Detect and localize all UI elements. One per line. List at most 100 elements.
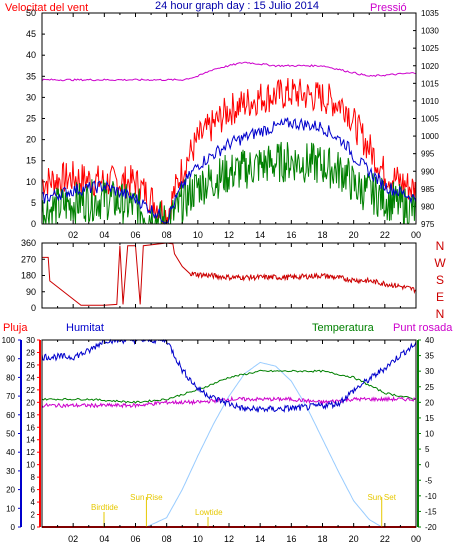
chart-title: 24 hour graph day : 15 Julio 2014 xyxy=(155,0,319,12)
rain-ytick-label: 8 xyxy=(31,473,36,482)
humidity-xtick-label: 22 xyxy=(380,534,390,544)
humidity-xtick-label: 08 xyxy=(162,534,172,544)
pressure-ytick-label: 1005 xyxy=(421,115,439,124)
humidity-xtick-label: 06 xyxy=(130,534,140,544)
rain-ytick-label: 18 xyxy=(26,411,35,420)
wind-gust-series xyxy=(41,77,417,225)
pressure-series xyxy=(41,61,417,82)
pressure-ytick-label: 995 xyxy=(421,150,435,159)
direction-series xyxy=(42,242,417,306)
temperature-ytick-label: 30 xyxy=(425,367,434,376)
pressure-ytick-label: 1020 xyxy=(421,62,439,71)
lowtide-label: Lowtide xyxy=(195,508,223,517)
rain-ytick-label: 28 xyxy=(26,348,35,357)
wind-ytick-label: 15 xyxy=(26,156,36,166)
rain-ytick-label: 2 xyxy=(31,511,36,520)
wind-ytick-label: 10 xyxy=(26,177,36,187)
temperature-axis-title: Temperatura xyxy=(312,322,375,334)
pressure-ytick-label: 985 xyxy=(421,185,435,194)
wind-xtick-label: 02 xyxy=(68,230,78,240)
humidity-ytick-label: 40 xyxy=(6,448,15,457)
pressure-ytick-label: 1010 xyxy=(421,97,439,106)
pressure-ytick-label: 975 xyxy=(421,220,435,229)
rain-ytick-label: 12 xyxy=(26,448,35,457)
rain-ytick-label: 26 xyxy=(26,361,35,370)
pressure-ytick-label: 990 xyxy=(421,167,435,176)
compass-letter-e: E xyxy=(436,290,444,304)
rain-ytick-label: 22 xyxy=(26,386,35,395)
wind-xtick-label: 06 xyxy=(130,230,140,240)
rain-ytick-label: 0 xyxy=(31,523,36,532)
pressure-axis-title: Pressió xyxy=(370,2,407,14)
wind-ytick-label: 25 xyxy=(26,114,36,124)
wind-xtick-label: 00 xyxy=(411,230,421,240)
wind-ytick-label: 5 xyxy=(31,198,36,208)
temperature-ytick-label: -10 xyxy=(425,492,437,501)
wind-ytick-label: 0 xyxy=(31,219,36,229)
temperature-ytick-label: 25 xyxy=(425,383,434,392)
humidity-ytick-label: 10 xyxy=(6,504,15,513)
temperature-ytick-label: -15 xyxy=(425,507,437,516)
compass-letter-n: N xyxy=(436,307,445,321)
humidity-xtick-label: 00 xyxy=(411,534,421,544)
wind-xtick-label: 14 xyxy=(255,230,265,240)
sun-set-label: Sun Set xyxy=(367,493,396,502)
temperature-ytick-label: 20 xyxy=(425,398,434,407)
temperature-ytick-label: 10 xyxy=(425,430,434,439)
solar-series xyxy=(146,361,382,528)
rain-ytick-label: 20 xyxy=(26,398,35,407)
rain-ytick-label: 14 xyxy=(26,436,35,445)
sun-rise-label: Sun Rise xyxy=(130,493,163,502)
compass-letter-w: W xyxy=(434,256,446,270)
humidity-xtick-label: 02 xyxy=(68,534,78,544)
wind-low-series xyxy=(41,141,417,225)
humidity-xtick-label: 18 xyxy=(317,534,327,544)
direction-ytick-label: 270 xyxy=(21,254,36,264)
humidity-axis-title: Humitat xyxy=(66,322,104,334)
humidity-xtick-label: 14 xyxy=(255,534,265,544)
wind-axis-title: Velocitat del vent xyxy=(5,2,88,14)
humidity-ytick-label: 0 xyxy=(11,523,16,532)
humidity-xtick-label: 12 xyxy=(224,534,234,544)
temperature-ytick-label: 35 xyxy=(425,352,434,361)
humidity-ytick-label: 60 xyxy=(6,411,15,420)
wind-xtick-label: 12 xyxy=(224,230,234,240)
wind-ytick-label: 40 xyxy=(26,50,36,60)
wind-xtick-label: 18 xyxy=(317,230,327,240)
wind-avg-series xyxy=(41,117,417,224)
humidity-ytick-label: 100 xyxy=(2,336,16,345)
wind-ytick-label: 50 xyxy=(26,8,36,18)
humidity-ytick-label: 20 xyxy=(6,486,15,495)
pressure-ytick-label: 1025 xyxy=(421,44,439,53)
temperature-series xyxy=(41,369,417,404)
wind-ytick-label: 30 xyxy=(26,92,36,102)
temperature-ytick-label: -20 xyxy=(425,523,437,532)
direction-ytick-label: 180 xyxy=(21,271,36,281)
compass-letter-s: S xyxy=(436,273,444,287)
temperature-ytick-label: 40 xyxy=(425,336,434,345)
wind-xtick-label: 10 xyxy=(193,230,203,240)
wind-xtick-label: 04 xyxy=(99,230,109,240)
humidity-xtick-label: 20 xyxy=(349,534,359,544)
dewpoint-series xyxy=(41,395,417,409)
wind-ytick-label: 35 xyxy=(26,71,36,81)
pressure-ytick-label: 1000 xyxy=(421,132,439,141)
direction-ytick-label: 0 xyxy=(31,303,36,313)
wind-ytick-label: 20 xyxy=(26,135,36,145)
pressure-ytick-label: 980 xyxy=(421,202,435,211)
humidity-xtick-label: 04 xyxy=(99,534,109,544)
humidity-xtick-label: 16 xyxy=(286,534,296,544)
direction-plot-frame xyxy=(41,242,417,309)
pressure-ytick-label: 1015 xyxy=(421,79,439,88)
temperature-ytick-label: -5 xyxy=(425,476,433,485)
rain-ytick-label: 6 xyxy=(31,486,36,495)
temperature-ytick-label: 5 xyxy=(425,445,430,454)
wind-xtick-label: 20 xyxy=(349,230,359,240)
direction-ytick-label: 90 xyxy=(26,287,36,297)
rain-ytick-label: 4 xyxy=(31,498,36,507)
humidity-ytick-label: 80 xyxy=(6,373,15,382)
wind-ytick-label: 45 xyxy=(26,29,36,39)
direction-ytick-label: 360 xyxy=(21,238,36,248)
rain-ytick-label: 24 xyxy=(26,373,35,382)
